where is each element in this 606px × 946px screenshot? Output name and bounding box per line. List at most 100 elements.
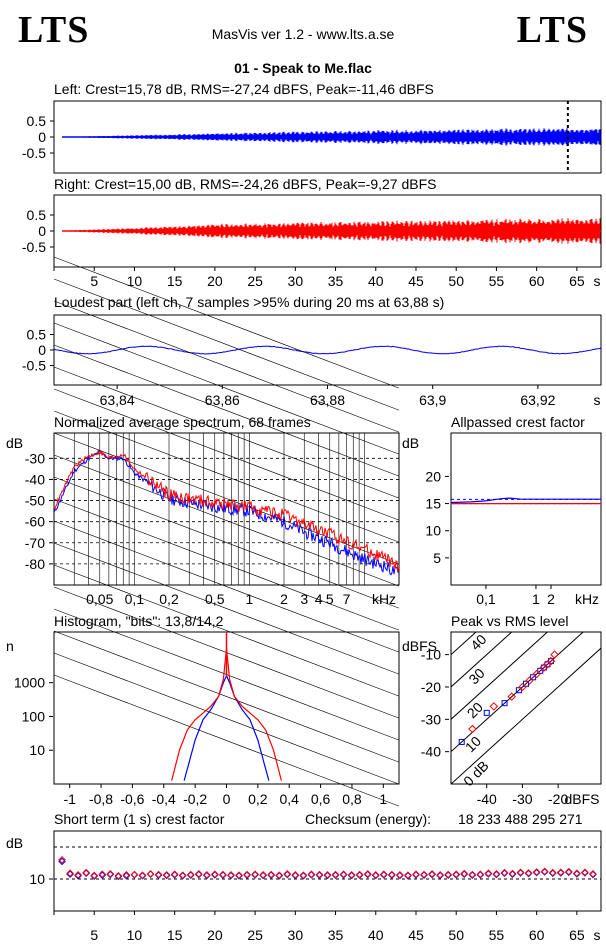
short-term-crest-x-tick-label: 5 [90,927,98,943]
short-term-crest-x-unit: s [594,927,601,943]
histogram-x-tick-label: -0,6 [120,791,144,807]
peak-vs-rms-y-unit: dBFS [402,638,437,654]
short-term-crest-point-right [565,867,573,876]
loudest-part-y-tick-label: 0.5 [27,327,47,343]
right-waveform-x-tick-label: 55 [489,273,505,289]
peak-vs-rms-point-left [530,674,537,681]
peak-vs-rms-x-tick-label: -20 [548,791,568,807]
loudest-part-x-tick-label: 63,92 [520,392,555,408]
peak-vs-rms-point-right [468,724,477,734]
short-term-crest-point-right [146,870,155,878]
right-waveform-x-tick-label: 40 [368,273,384,289]
short-term-crest-x-tick-label: 30 [288,927,304,943]
short-term-crest-x-tick-label: 50 [448,927,464,943]
short-term-crest-point-right [589,870,597,878]
short-term-crest-frame [53,830,602,912]
spectrum-x-tick-label: 0,5 [205,591,225,607]
loudest-part-y-tick-label: 0 [38,342,46,358]
spectrum-x-tick-label: 7 [343,591,351,607]
short-term-crest-point-right [540,867,549,876]
spectrum-slope-gridline [53,498,400,631]
short-term-crest-point-right [420,870,428,879]
logo-right: LTS [516,9,588,51]
short-term-crest-point-right [379,870,388,879]
spectrum-x-tick-label: 1 [245,591,253,607]
short-term-crest-point-right [404,871,412,879]
peak-vs-rms-point-left [458,738,465,745]
right-waveform-x-tick-label: 10 [127,273,143,289]
spectrum-x-tick-label: 4 [315,591,323,607]
short-term-crest-point-right [315,870,324,879]
short-term-crest-point-right [98,870,107,879]
short-term-crest-point-right [492,870,501,878]
loudest-part-x-tick-label: 63,9 [419,392,446,408]
peak-vs-rms-x-unit: dBFS [564,791,599,807]
short-term-crest-point-right [106,870,115,878]
short-term-crest-point-right [299,871,308,879]
short-term-crest-point-right [203,871,211,879]
allpassed-crest-y-unit: dB [402,435,419,451]
right-waveform-x-tick-label: 45 [408,273,424,289]
spectrum-y-tick-label: -80 [25,556,45,572]
peak-vs-rms-point-left [523,680,529,687]
peak-vs-rms-diagonal-label: 40 [467,631,489,653]
short-term-crest-point-right [548,868,557,877]
peak-vs-rms-diagonal-label: 10 [462,733,484,755]
short-term-crest-point-right [460,869,469,878]
right-waveform-x-tick-label: 30 [288,273,304,289]
spectrum-x-tick-label: 0,2 [159,591,179,607]
left_waveform-y-tick-label: -0.5 [22,145,46,161]
short-term-crest-point-right [388,870,396,879]
short-term-crest-x-tick-label: 65 [569,927,585,943]
short-term-crest-x-tick-label: 40 [368,927,384,943]
histogram-y-tick-label: 10 [29,742,45,758]
peak-vs-rms-diagonal [451,647,601,784]
peak-vs-rms-diagonal [451,632,549,720]
short-term-crest-point-right [178,871,187,879]
loudest-part-signal [53,345,602,355]
histogram-x-tick-label: 1 [379,791,387,807]
short-term-crest-point-right [275,871,284,879]
short-term-crest-point-right [468,870,477,879]
histogram-y-tick-label: 1000 [14,675,45,691]
spectrum-slope-gridline [53,432,400,565]
peak-vs-rms-point-left [501,700,508,707]
peak-vs-rms-point-left [540,664,547,671]
spectrum-slope-gridline [53,630,400,763]
histogram-x-tick-label: -0,2 [183,791,207,807]
spectrum-slope-gridline [53,652,400,785]
short-term-crest-point-right [331,870,340,879]
peak-vs-rms-point-right [489,702,499,711]
short-term-crest-point-right [211,870,219,879]
right-waveform-x-tick-label: 15 [167,273,183,289]
short-term-crest-y-unit: dB [6,835,23,851]
short-term-crest-point-right [396,871,404,879]
loudest-part-y-tick-label: -0.5 [22,358,46,374]
spectrum-slope-gridline [53,520,400,653]
short-term-crest-point-right [500,868,509,877]
short-term-crest-point-right [371,871,380,879]
peak-vs-rms-x-tick-label: -30 [512,791,532,807]
peak-vs-rms-title: Peak vs RMS level [451,613,569,629]
short-term-crest-point-right [484,869,493,878]
peak-vs-rms-point-right [507,692,516,701]
short-term-crest-point-right [355,870,364,879]
peak-vs-rms-point-right [546,656,556,666]
spectrum-y-tick-label: -70 [25,535,45,551]
histogram-y-tick-label: 100 [22,708,46,724]
peak-vs-rms-point-left [515,687,522,694]
right-waveform-x-tick-label: 60 [529,273,545,289]
spectrum-slope-gridline [53,542,400,675]
short-term-crest-point-right [227,871,235,879]
short-term-crest-point-right [267,870,276,879]
spectrum-slope-gridline [53,256,400,389]
short-term-crest-point-right [194,870,203,878]
short-term-crest-point-right [412,870,420,879]
short-term-crest-y-tick-label: 10 [29,871,45,887]
left_waveform-signal [62,127,601,147]
file-title: 01 - Speak to Me.flac [234,60,372,76]
checksum-label: Checksum (energy): [305,811,432,827]
spectrum-y-unit: dB [6,435,23,451]
right_waveform-signal [62,218,601,244]
short-term-crest-point-right [476,870,485,879]
